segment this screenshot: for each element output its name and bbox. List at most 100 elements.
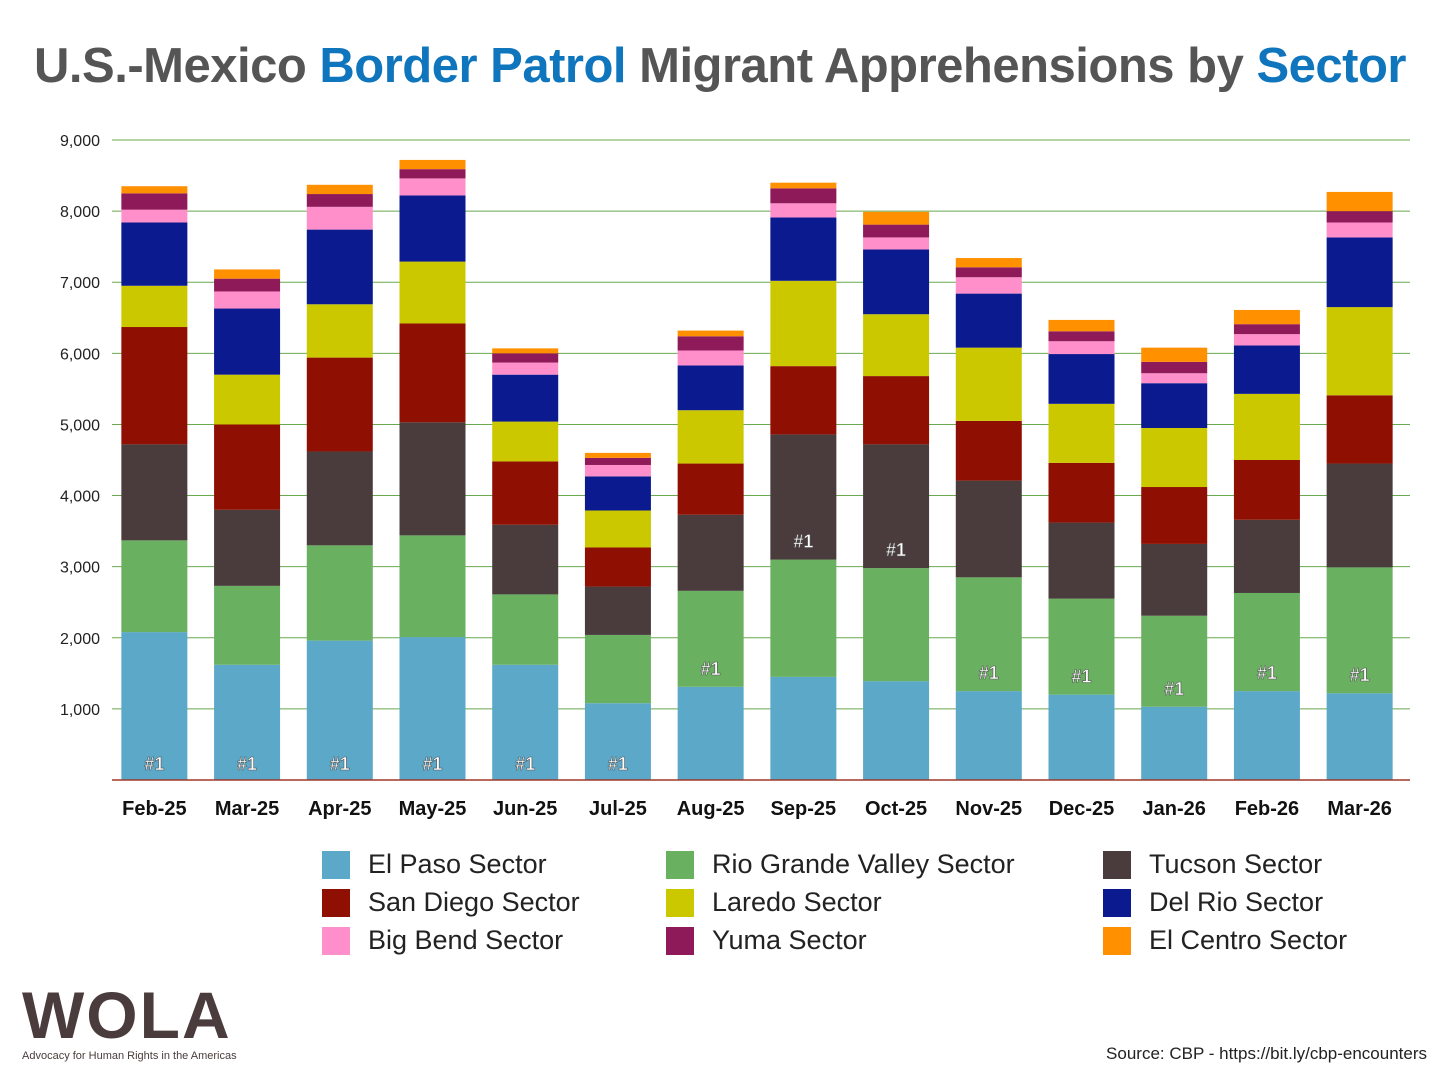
top-sector-label: #1: [237, 754, 257, 774]
bar-segment: [863, 237, 930, 250]
x-tick-label: Feb-26: [1235, 798, 1299, 820]
source-note: Source: CBP - https://bit.ly/cbp-encount…: [1106, 1044, 1427, 1063]
wola-logo: WOLA Advocacy for Human Rights in the Am…: [22, 982, 237, 1062]
y-tick-label: 7,000: [60, 275, 100, 292]
bar-segment: [677, 336, 744, 351]
bar-segment: [677, 330, 744, 337]
title-part: Migrant Apprehensions by: [626, 39, 1257, 93]
legend-item: Laredo Sector: [666, 887, 882, 918]
bar-segment: [770, 188, 837, 204]
bar-segment: [1141, 383, 1208, 428]
bar-segment: [1233, 324, 1300, 335]
logo-tagline: Advocacy for Human Rights in the America…: [22, 1050, 237, 1062]
x-tick-label: Sep-25: [771, 798, 837, 820]
bar-segment: [584, 634, 651, 704]
bar-segment: [492, 594, 559, 665]
bar-segment: [399, 637, 466, 780]
bar-segment: [121, 209, 188, 223]
bar-segment: [214, 664, 281, 780]
bar-segment: [214, 374, 281, 425]
top-sector-label: #1: [979, 663, 999, 683]
x-tick-label: Nov-25: [955, 798, 1022, 820]
bar-segment: [1326, 237, 1393, 308]
bar-segment: [492, 348, 559, 354]
bar-segment: [492, 664, 559, 780]
bar-segment: [399, 178, 466, 196]
bar-segment: [1141, 347, 1208, 362]
legend-swatch: [1103, 850, 1131, 879]
bar-segment: [1141, 615, 1208, 707]
x-tick-label: May-25: [399, 798, 467, 820]
bar-segment: [863, 376, 930, 445]
bar-segment: [770, 217, 837, 281]
legend-swatch: [1103, 888, 1131, 917]
bar-segment: [584, 586, 651, 635]
bar-segment: [863, 444, 930, 569]
bar-segment: [1233, 345, 1300, 394]
bar-segment: [770, 676, 837, 780]
bar-segment: [306, 640, 373, 780]
bar-segment: [584, 457, 651, 465]
bar-segment: [584, 510, 651, 548]
x-tick-label: Mar-25: [215, 798, 279, 820]
bar-segment: [863, 211, 930, 225]
bar-segment: [863, 681, 930, 780]
top-sector-label: #1: [886, 540, 906, 560]
bar-segment: [955, 277, 1022, 294]
bar-segment: [955, 347, 1022, 421]
legend-label: El Centro Sector: [1149, 925, 1348, 955]
y-tick-label: 3,000: [60, 560, 100, 577]
bar-segment: [1141, 361, 1208, 374]
legend-item: El Centro Sector: [1103, 925, 1347, 956]
bar-segment: [306, 545, 373, 641]
bar-segment: [770, 182, 837, 189]
x-tick-label: Jul-25: [589, 798, 647, 820]
bar-segment: [1048, 462, 1115, 523]
bar-segment: [1141, 487, 1208, 544]
legend-item: Big Bend Sector: [322, 925, 563, 956]
y-tick-label: 5,000: [60, 417, 100, 434]
bar-segment: [399, 422, 466, 536]
bar-segment: [492, 353, 559, 363]
y-tick-label: 6,000: [60, 346, 100, 363]
bar-segment: [1326, 211, 1393, 223]
x-tick-label: Jun-25: [493, 798, 557, 820]
legend-item: El Paso Sector: [322, 849, 547, 880]
x-tick-label: Feb-25: [122, 798, 186, 820]
bar-segment: [121, 540, 188, 633]
bar-segment: [121, 444, 188, 541]
bar-segment: [1048, 694, 1115, 780]
y-tick-label: 8,000: [60, 204, 100, 221]
bar-segment: [1233, 309, 1300, 325]
bar-segment: [1233, 334, 1300, 346]
bar-segment: [306, 229, 373, 305]
bar-segment: [1326, 693, 1393, 780]
title-part: Sector: [1256, 39, 1406, 93]
bar-segment: [214, 308, 281, 375]
bar-segment: [1048, 522, 1115, 599]
title-part: U.S.-Mexico: [34, 39, 320, 93]
bar-segment: [584, 547, 651, 587]
top-sector-label: #1: [144, 754, 164, 774]
bar-segment: [1326, 191, 1393, 212]
bar-segment: [121, 327, 188, 445]
bar-segment: [492, 362, 559, 375]
bar-segment: [399, 261, 466, 324]
bar-segment: [1141, 543, 1208, 616]
bar-segment: [1141, 706, 1208, 780]
x-tick-label: Aug-25: [677, 798, 745, 820]
bar-segment: [399, 159, 466, 170]
bar-segment: [863, 249, 930, 315]
legend-label: Yuma Sector: [712, 925, 867, 955]
bar-segment: [399, 323, 466, 423]
bar-segment: [306, 304, 373, 358]
legend-item: Tucson Sector: [1103, 849, 1322, 880]
y-tick-label: 4,000: [60, 489, 100, 506]
legend-swatch: [666, 926, 694, 955]
y-tick-label: 9,000: [60, 133, 100, 150]
bar-segment: [1141, 428, 1208, 488]
bar-segment: [677, 590, 744, 687]
bar-segment: [584, 476, 651, 511]
bar-segment: [1233, 460, 1300, 520]
bar-segment: [1326, 307, 1393, 396]
